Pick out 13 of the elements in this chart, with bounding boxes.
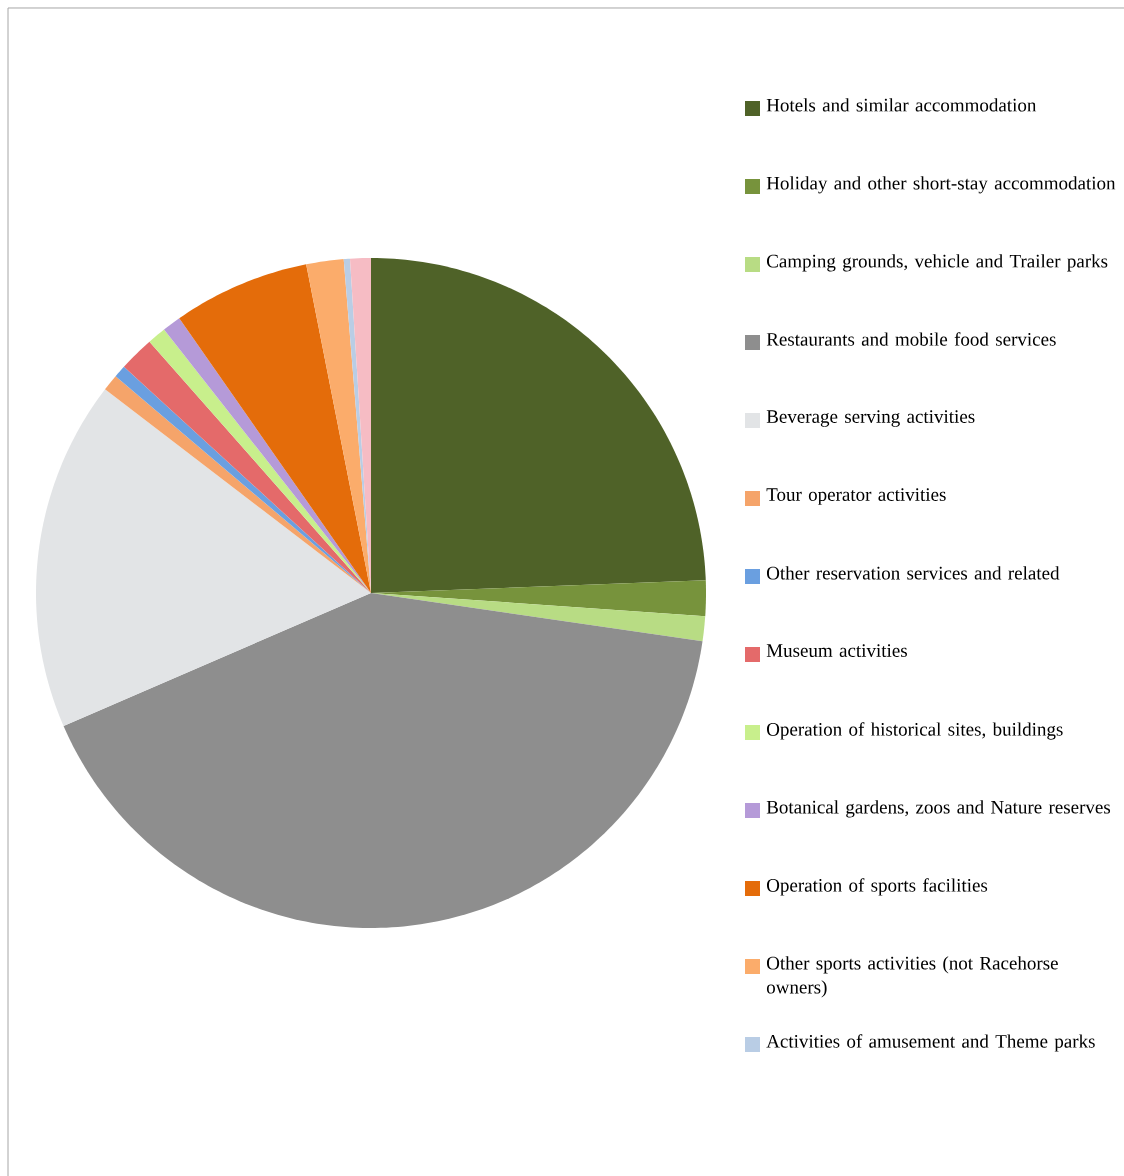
legend-label: Other sports activities (not Racehorse owners) [766, 956, 1058, 998]
legend-label: Holiday and other short-stay accommodation [766, 176, 1116, 194]
legend-label: Operation of sports facilities [766, 878, 988, 896]
legend-label: Beverage serving activities [766, 410, 975, 427]
legend-label: Tour operator activities [766, 488, 946, 505]
legend-label: Hotels and similar accommodation [766, 98, 1037, 112]
legend-label: Restaurants and mobile food services [766, 332, 1056, 346]
legend-label: Other reservation services and related [766, 566, 1060, 580]
legend-label: Operation of historical sites, buildings [766, 722, 1063, 740]
legend-label: Camping grounds, vehicle and Trailer parks [766, 254, 1108, 272]
legend-label: Botanical gardens, zoos and Nature reserves [766, 800, 1111, 818]
legend-label: Museum activities [766, 644, 907, 657]
legend-label: Activities of amusement and Theme parks [766, 1034, 1095, 1052]
